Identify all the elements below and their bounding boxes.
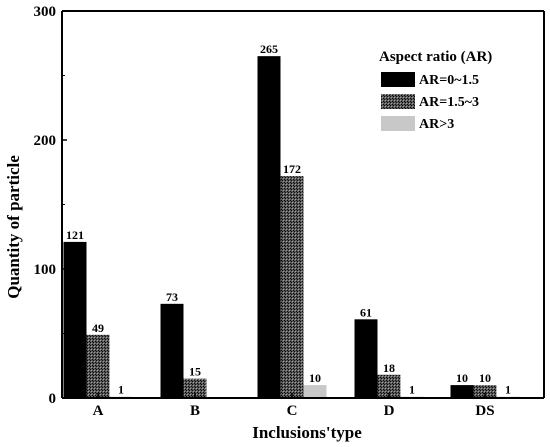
legend-swatch-series-2: [381, 94, 415, 109]
y-axis-label: Quantity of particle: [4, 155, 23, 299]
y-tick-label: 0: [49, 391, 57, 407]
data-label-a-series-2: 49: [92, 321, 104, 335]
legend-swatch-series-1: [381, 72, 415, 87]
bar-ds-series-2: [473, 385, 497, 398]
bar-ds-series-1: [450, 385, 474, 398]
bar-c-series-3: [303, 385, 327, 398]
data-label-ds-series-3: 1: [505, 383, 511, 397]
y-tick-label: 200: [34, 133, 57, 149]
x-tick-label: B: [190, 403, 200, 419]
bar-b-series-1: [160, 303, 184, 398]
bar-c-series-1: [257, 56, 281, 399]
x-tick-label: C: [287, 403, 298, 419]
y-tick-label: 300: [34, 4, 57, 20]
data-label-d-series-2: 18: [383, 361, 395, 375]
legend: Aspect ratio (AR) AR=0~1.5 AR=1.5~3 AR>3: [379, 49, 492, 132]
bar-a-series-2: [86, 334, 110, 398]
data-label-b-series-2: 15: [189, 365, 201, 379]
legend-label-series-3: AR>3: [419, 117, 454, 132]
data-label-c-series-1: 265: [260, 42, 278, 56]
bar-d-series-1: [354, 319, 378, 398]
x-tick-label: A: [93, 403, 104, 419]
legend-swatch-series-3: [381, 116, 415, 131]
y-tick-label: 100: [34, 262, 57, 278]
data-label-c-series-3: 10: [309, 371, 321, 385]
legend-title: Aspect ratio (AR): [379, 49, 492, 65]
data-label-a-series-3: 1: [118, 383, 124, 397]
data-label-c-series-2: 172: [283, 162, 301, 176]
data-label-ds-series-1: 10: [456, 371, 468, 385]
legend-label-series-1: AR=0~1.5: [419, 73, 479, 88]
x-tick-label: DS: [475, 403, 494, 419]
bar-b-series-2: [183, 378, 207, 398]
data-label-d-series-3: 1: [409, 383, 415, 397]
data-label-a-series-1: 121: [66, 228, 84, 242]
bar-c-series-2: [280, 176, 304, 398]
data-label-ds-series-2: 10: [479, 371, 491, 385]
data-label-d-series-1: 61: [360, 305, 372, 319]
legend-label-series-2: AR=1.5~3: [419, 95, 479, 110]
x-tick-label: D: [384, 403, 395, 419]
bar-d-series-2: [377, 374, 401, 398]
x-axis-label: Inclusions'type: [252, 423, 362, 442]
data-label-b-series-1: 73: [166, 290, 178, 304]
bar-a-series-1: [63, 241, 87, 398]
